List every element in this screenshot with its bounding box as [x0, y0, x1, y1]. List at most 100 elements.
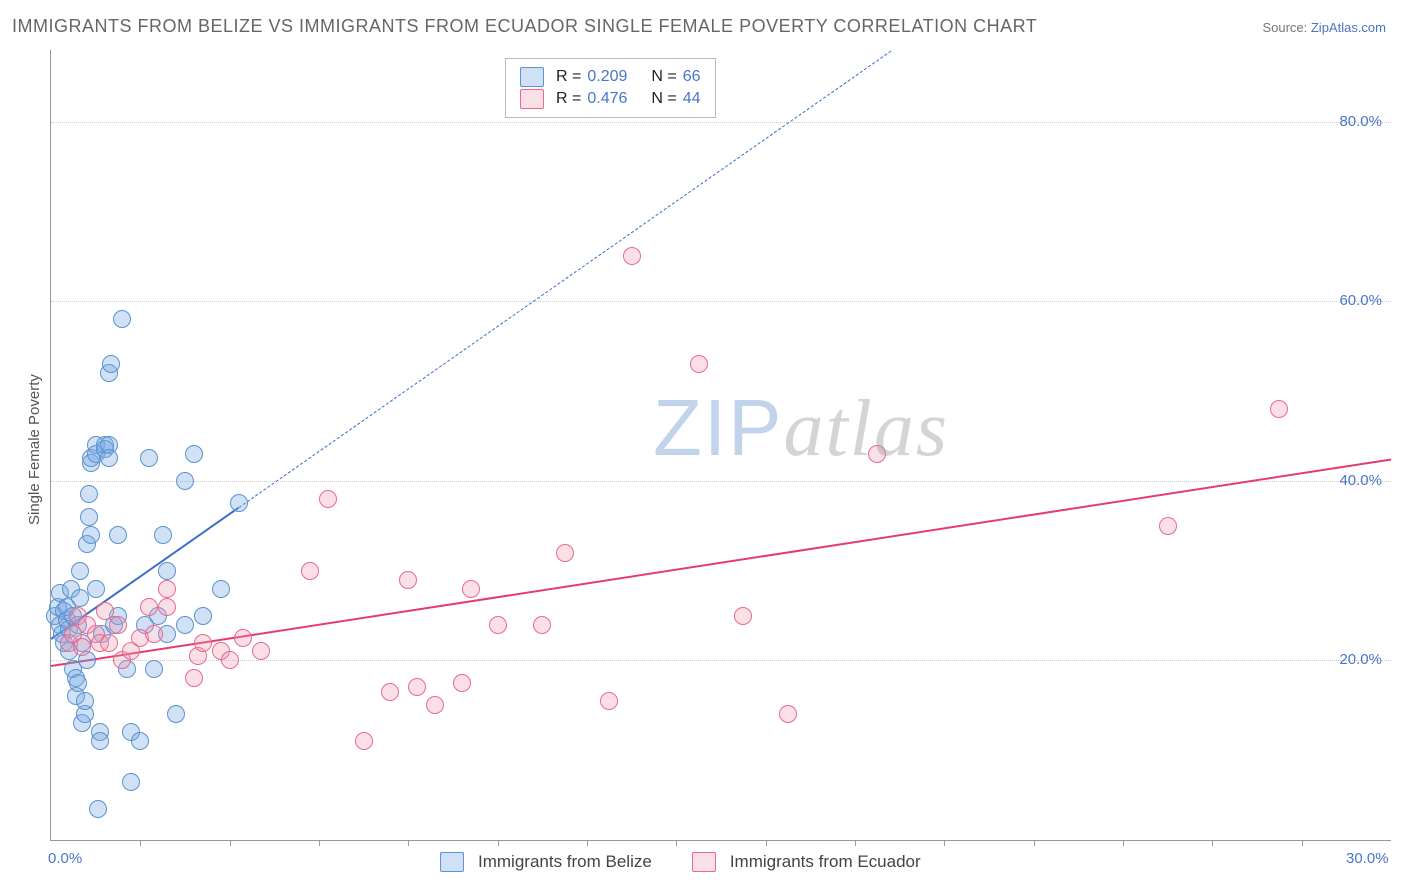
source-prefix: Source:: [1262, 20, 1310, 35]
plot-area: [50, 50, 1391, 841]
x-tick: [319, 840, 320, 846]
data-point: [234, 629, 252, 647]
legend-swatch: [520, 89, 544, 109]
source-link[interactable]: ZipAtlas.com: [1311, 20, 1386, 35]
x-tick-label: 0.0%: [48, 850, 82, 867]
x-tick: [1034, 840, 1035, 846]
data-point: [82, 526, 100, 544]
legend-r-label: R =: [556, 68, 581, 86]
data-point: [221, 651, 239, 669]
data-point: [122, 773, 140, 791]
data-point: [109, 526, 127, 544]
legend-n-value: 66: [683, 68, 701, 86]
chart-title: IMMIGRANTS FROM BELIZE VS IMMIGRANTS FRO…: [12, 16, 1037, 37]
legend-stats: R = 0.209 N = 66 R = 0.476 N = 44: [505, 58, 716, 118]
data-point: [355, 732, 373, 750]
data-point: [779, 705, 797, 723]
legend-series-label: Immigrants from Ecuador: [730, 852, 921, 872]
data-point: [301, 562, 319, 580]
legend-n-value: 44: [683, 90, 701, 108]
data-point: [185, 669, 203, 687]
data-point: [96, 602, 114, 620]
data-point: [69, 674, 87, 692]
legend-swatch: [692, 852, 716, 872]
x-tick: [1212, 840, 1213, 846]
data-point: [426, 696, 444, 714]
data-point: [109, 616, 127, 634]
data-point: [1159, 517, 1177, 535]
data-point: [131, 732, 149, 750]
x-tick: [1302, 840, 1303, 846]
legend-series-label: Immigrants from Belize: [478, 852, 652, 872]
data-point: [154, 526, 172, 544]
x-tick: [944, 840, 945, 846]
data-point: [462, 580, 480, 598]
legend-swatch: [440, 852, 464, 872]
legend-series: Immigrants from Belize Immigrants from Ec…: [440, 852, 921, 872]
data-point: [623, 247, 641, 265]
data-point: [600, 692, 618, 710]
data-point: [113, 310, 131, 328]
data-point: [690, 355, 708, 373]
y-tick-label: 20.0%: [1339, 651, 1382, 668]
data-point: [91, 732, 109, 750]
data-point: [145, 625, 163, 643]
y-tick-label: 80.0%: [1339, 113, 1382, 130]
y-tick-label: 60.0%: [1339, 292, 1382, 309]
data-point: [453, 674, 471, 692]
legend-series-item: Immigrants from Ecuador: [692, 852, 921, 872]
data-point: [87, 580, 105, 598]
data-point: [408, 678, 426, 696]
x-tick: [587, 840, 588, 846]
x-tick: [140, 840, 141, 846]
data-point: [176, 472, 194, 490]
y-axis-label: Single Female Poverty: [26, 374, 43, 525]
data-point: [194, 607, 212, 625]
data-point: [100, 634, 118, 652]
data-point: [140, 598, 158, 616]
gridline-h: [51, 301, 1391, 302]
data-point: [176, 616, 194, 634]
legend-stat-row: R = 0.476 N = 44: [520, 89, 701, 109]
data-point: [556, 544, 574, 562]
legend-r-value: 0.209: [587, 68, 627, 86]
x-tick: [766, 840, 767, 846]
data-point: [381, 683, 399, 701]
data-point: [145, 660, 163, 678]
data-point: [158, 580, 176, 598]
data-point: [489, 616, 507, 634]
data-point: [230, 494, 248, 512]
data-point: [212, 580, 230, 598]
data-point: [1270, 400, 1288, 418]
legend-series-item: Immigrants from Belize: [440, 852, 652, 872]
gridline-h: [51, 122, 1391, 123]
data-point: [868, 445, 886, 463]
x-tick: [855, 840, 856, 846]
data-point: [158, 562, 176, 580]
data-point: [89, 800, 107, 818]
data-point: [319, 490, 337, 508]
legend-stat-row: R = 0.209 N = 66: [520, 67, 701, 87]
x-tick: [1123, 840, 1124, 846]
data-point: [140, 449, 158, 467]
x-tick: [676, 840, 677, 846]
trend-line: [238, 50, 891, 507]
data-point: [80, 485, 98, 503]
y-tick-label: 40.0%: [1339, 472, 1382, 489]
data-point: [533, 616, 551, 634]
x-tick: [498, 840, 499, 846]
data-point: [185, 445, 203, 463]
data-point: [167, 705, 185, 723]
data-point: [194, 634, 212, 652]
legend-r-value: 0.476: [587, 90, 627, 108]
data-point: [76, 692, 94, 710]
legend-n-label: N =: [651, 90, 676, 108]
source-label: Source: ZipAtlas.com: [1262, 20, 1386, 35]
gridline-h: [51, 481, 1391, 482]
data-point: [734, 607, 752, 625]
data-point: [399, 571, 417, 589]
legend-r-label: R =: [556, 90, 581, 108]
legend-n-label: N =: [651, 68, 676, 86]
legend-swatch: [520, 67, 544, 87]
x-tick-label: 30.0%: [1346, 850, 1389, 867]
